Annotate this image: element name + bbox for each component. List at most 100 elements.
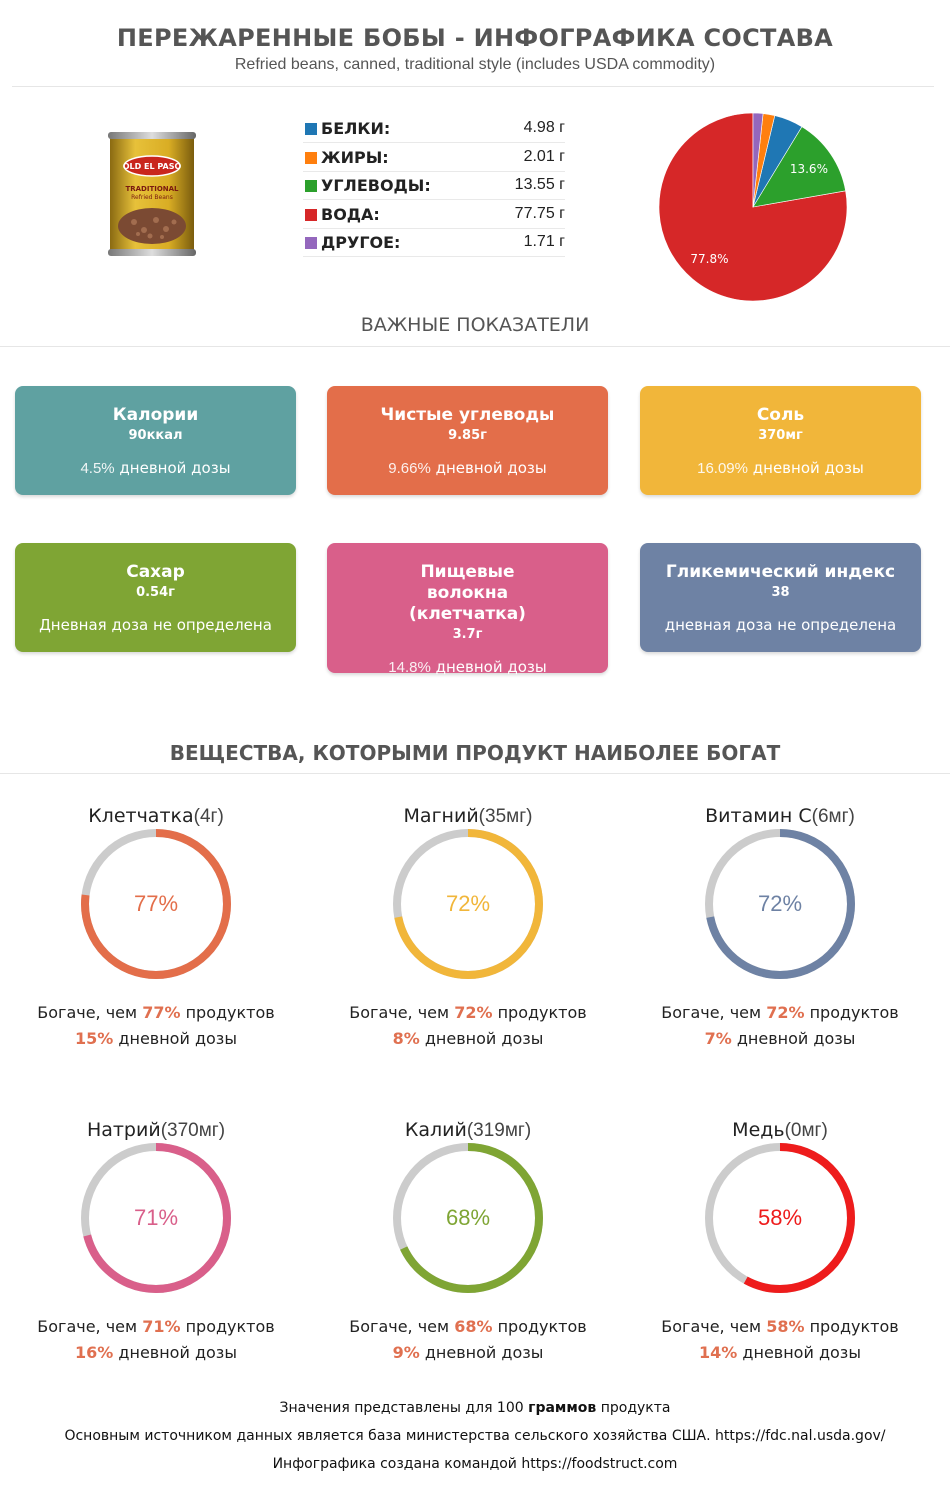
dv-text: дневной дозы [742, 1343, 861, 1362]
pie-label-carbs: 13.6% [790, 162, 828, 176]
card-daily-value: дневная доза не определена [640, 616, 921, 634]
legend-row-fat: ЖИРЫ: 2.01 г [303, 143, 565, 172]
daily-value-line: 16% дневной дозы [6, 1340, 306, 1366]
card-dv-text: дневная доза не определена [664, 616, 897, 634]
nutrient-label: Магний [403, 805, 479, 827]
dv-percent: 9% [392, 1343, 420, 1362]
pie-label-water: 77.8% [690, 252, 728, 266]
divider [0, 346, 950, 347]
footer-note-bold: граммов [528, 1400, 597, 1416]
nutrient-ring-copper [705, 1143, 855, 1293]
nutrient-ring-sodium [81, 1143, 231, 1293]
legend-swatch [305, 208, 317, 221]
nutrient-label: Медь [732, 1119, 785, 1141]
richer-suffix: продуктов [185, 1317, 275, 1336]
richer-than-line: Богаче, чем 68% продуктов [318, 1314, 618, 1340]
footer-note-pre: Значения представлены для 100 [279, 1400, 524, 1416]
card-daily-value: 9.66% дневной дозы [327, 459, 608, 477]
dv-percent: 16% [75, 1343, 114, 1362]
legend-swatch [305, 180, 317, 192]
dv-text: дневной дозы [424, 1029, 544, 1048]
card-value: 370мг [758, 428, 803, 443]
ring-percent-label: 72% [445, 891, 491, 916]
richer-prefix: Богаче, чем [37, 1317, 138, 1336]
richer-percent: 68% [454, 1317, 493, 1336]
ring-progress [81, 829, 231, 979]
ring-percent-label: 58% [757, 1205, 803, 1230]
card-value: 9.85г [448, 428, 487, 443]
card-net-carbs: Чистые углеводы 9.85г 9.66% дневной дозы [327, 386, 608, 495]
footer-credit: Инфографика создана командой https://foo… [272, 1456, 678, 1472]
card-value: 38 [771, 585, 790, 600]
nutrient-amount: (370мг) [160, 1120, 226, 1141]
rich-nutrients-title: ВЕЩЕСТВА, КОТОРЫМИ ПРОДУКТ НАИБОЛЕЕ БОГА… [169, 741, 781, 765]
legend-label: УГЛЕВОДЫ: [321, 176, 431, 195]
ring-progress [393, 1143, 543, 1293]
ring-percent-label: 68% [445, 1205, 491, 1230]
nutrient-richness: Богаче, чем 68% продуктов 9% дневной дозы [318, 1314, 618, 1366]
richer-percent: 72% [766, 1003, 805, 1022]
ring-percent-label: 71% [133, 1205, 179, 1230]
nutrient-amount: (35мг) [478, 806, 533, 827]
daily-value-line: 14% дневной дозы [630, 1340, 930, 1366]
legend-value: 4.98 г [523, 119, 565, 136]
nutrient-label: Натрий [86, 1119, 161, 1141]
card-title: Калории [112, 405, 199, 425]
nutrient-amount: (4г) [193, 806, 224, 827]
daily-value-line: 8% дневной дозы [318, 1026, 618, 1052]
nutrient-name-copper: Медь(0мг) [630, 1119, 930, 1142]
legend-swatch [305, 123, 317, 135]
richer-percent: 71% [142, 1317, 181, 1336]
card-daily-value: 14.8% дневной дозы [327, 658, 608, 676]
card-title: Чистые углеводы [380, 405, 555, 425]
richer-prefix: Богаче, чем [661, 1003, 762, 1022]
legend-row-other: ДРУГОЕ: 1.71 г [303, 228, 565, 257]
daily-value-line: 15% дневной дозы [6, 1026, 306, 1052]
nutrient-ring-potassium [393, 1143, 543, 1293]
richer-percent: 77% [142, 1003, 181, 1022]
legend-label: ДРУГОЕ: [321, 233, 401, 252]
daily-value-line: 7% дневной дозы [630, 1026, 930, 1052]
can-label-text: TRADITIONAL [125, 185, 179, 193]
nutrient-name-fiber: Клетчатка(4г) [6, 805, 306, 828]
pie-slice-water [658, 112, 848, 302]
legend-row-carbs: УГЛЕВОДЫ: 13.55 г [303, 171, 565, 200]
richer-suffix: продуктов [809, 1003, 899, 1022]
divider [12, 86, 934, 87]
richer-suffix: продуктов [497, 1003, 587, 1022]
daily-value-line: 9% дневной дозы [318, 1340, 618, 1366]
pie-slice-carbs [752, 126, 846, 208]
nutrient-ring-fiber [81, 829, 231, 979]
legend-value: 13.55 г [514, 176, 565, 193]
card-value: 0.54г [136, 585, 175, 600]
legend-value: 2.01 г [523, 147, 565, 165]
ring-progress [705, 1143, 855, 1293]
card-dv-text: Дневная доза не определена [39, 616, 272, 634]
card-title: Гликемический индекс [665, 562, 896, 582]
nutrient-name-potassium: Калий(319мг) [318, 1119, 618, 1142]
card-salt: Соль 370мг 16.09% дневной дозы [640, 386, 921, 495]
card-fiber: Пищевые волокна (клетчатка) 3.7г 14.8% дне… [327, 543, 608, 676]
legend-row-water: ВОДА: 77.75 г [303, 200, 565, 229]
dv-text: дневной дозы [736, 1029, 856, 1048]
nutrient-ring-vitamin-c [705, 829, 855, 979]
legend-swatch [305, 151, 317, 164]
legend-value: 77.75 г [514, 204, 565, 222]
dv-percent: 14% [699, 1343, 738, 1362]
dv-text: дневной дозы [424, 1343, 544, 1362]
ring-percent-label: 77% [133, 891, 179, 916]
dv-text: дневной дозы [118, 1029, 237, 1048]
card-dv-text: дневной дозы [119, 459, 231, 477]
nutrient-label: Клетчатка [88, 805, 194, 827]
richer-than-line: Богаче, чем 58% продуктов [630, 1314, 930, 1340]
product-can-image: OLD EL PASO TRADITIONAL Refried Beans [108, 132, 196, 256]
dv-percent: 8% [392, 1029, 420, 1048]
card-value: 90ккал [128, 428, 183, 443]
nutrient-richness: Богаче, чем 71% продуктов 16% дневной доз… [6, 1314, 306, 1366]
richer-than-line: Богаче, чем 72% продуктов [630, 1000, 930, 1026]
card-value: 3.7г [452, 627, 483, 642]
richer-suffix: продуктов [809, 1317, 899, 1336]
card-title: Сахар [126, 562, 185, 582]
can-brand-text: OLD EL PASO [123, 162, 182, 171]
legend-row-protein: БЕЛКИ: 4.98 г [303, 114, 565, 143]
